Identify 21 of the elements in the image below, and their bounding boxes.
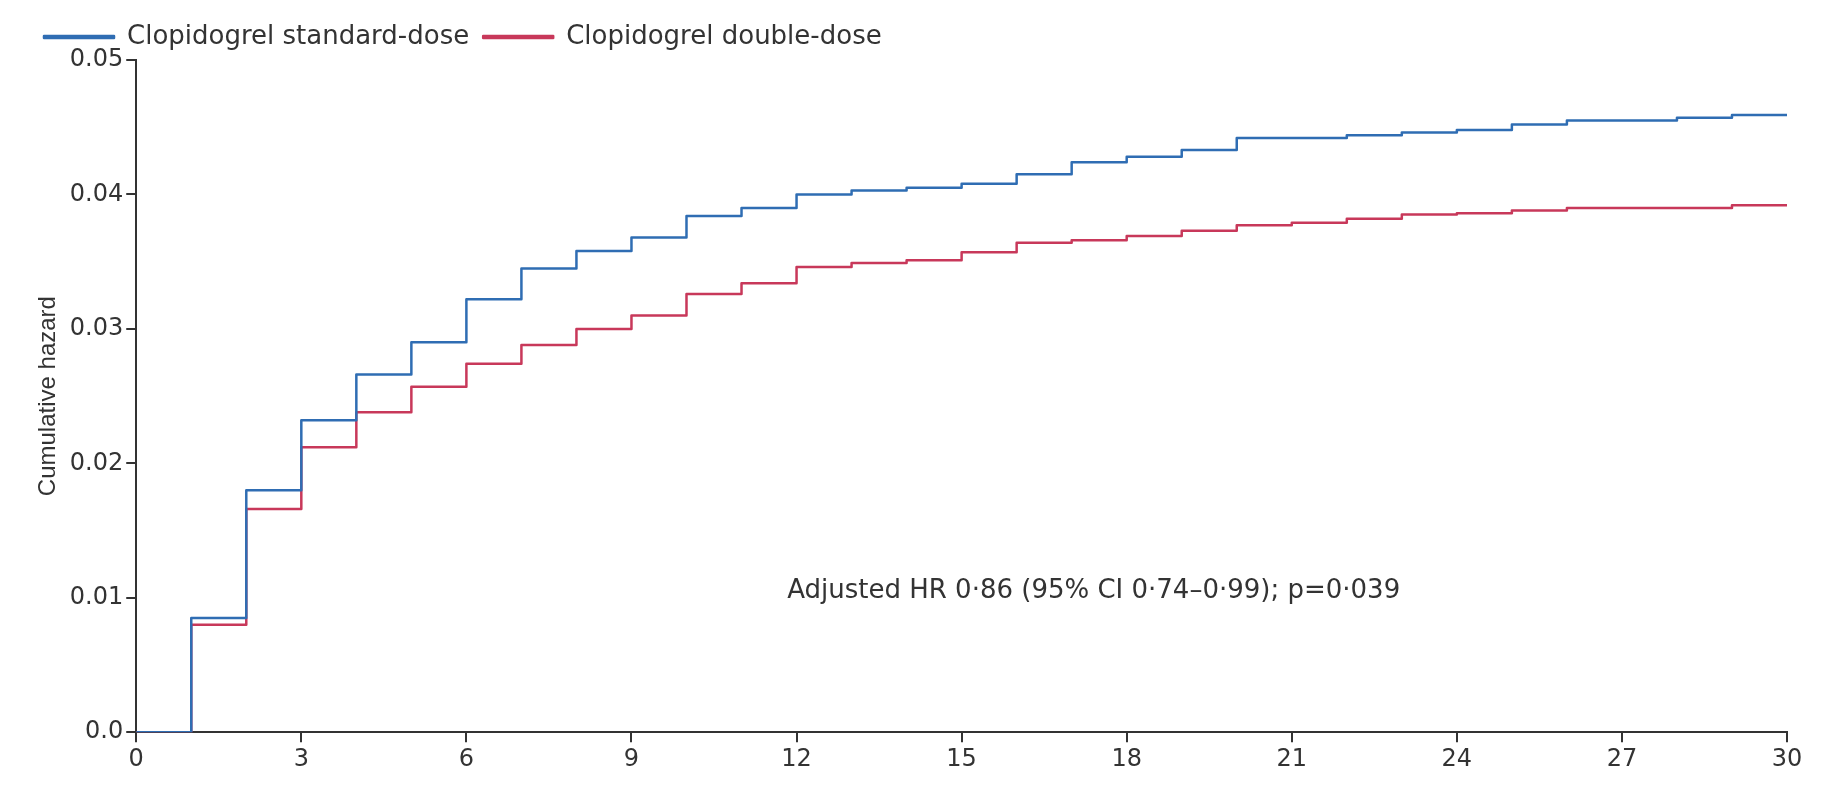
legend-label: Clopidogrel standard-dose	[127, 19, 470, 50]
x-tick-label: 9	[623, 743, 640, 772]
x-tick-label: 18	[1111, 743, 1142, 772]
x-tick-label: 15	[946, 743, 977, 772]
legend-label: Clopidogrel double-dose	[566, 19, 882, 50]
y-tick-label: 0.05	[69, 44, 124, 73]
y-tick-label: 0.01	[69, 581, 124, 610]
x-tick-label: 12	[781, 743, 812, 772]
x-tick-label: 6	[458, 743, 475, 772]
annotation: Adjusted HR 0·86 (95% CI 0·74–0·99); p=0·039	[787, 573, 1401, 604]
y-tick-label: 0.03	[69, 313, 124, 342]
y-tick-label: 0.04	[69, 178, 124, 207]
x-tick-label: 21	[1276, 743, 1308, 772]
x-tick-label: 30	[1771, 743, 1803, 772]
x-tick-label: 24	[1441, 743, 1473, 772]
x-tick-label: 27	[1606, 743, 1638, 772]
y-tick-label: 0.02	[69, 447, 124, 476]
y-axis-title: Cumulative hazard	[33, 296, 61, 497]
y-tick-label: 0.0	[85, 716, 124, 745]
x-tick-label: 3	[293, 743, 309, 772]
x-tick-label: 0	[128, 743, 144, 772]
